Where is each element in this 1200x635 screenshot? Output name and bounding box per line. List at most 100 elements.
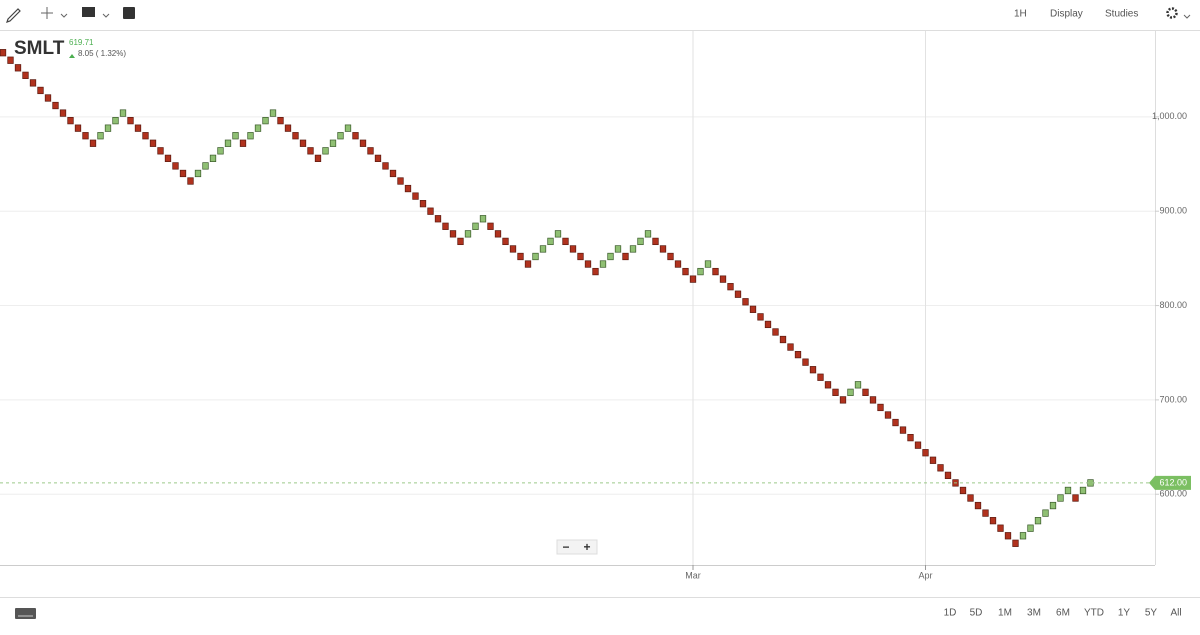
brick <box>52 101 59 110</box>
brick <box>937 464 944 472</box>
brick <box>209 154 217 162</box>
brick <box>307 147 314 155</box>
studies-button[interactable]: Studies <box>1105 9 1138 20</box>
x-tick-label: Apr <box>918 570 932 580</box>
brick <box>104 124 112 132</box>
brick <box>254 124 262 132</box>
zoom-in[interactable]: + <box>583 540 590 554</box>
brick <box>1004 532 1012 540</box>
brick <box>202 162 209 170</box>
brick <box>442 222 449 230</box>
brick <box>457 237 464 246</box>
brick <box>509 245 517 253</box>
brick <box>967 494 974 502</box>
change: 8.05 ( 1.32%) <box>78 49 126 58</box>
brick <box>0 49 7 57</box>
brick <box>157 147 164 155</box>
brick <box>299 139 307 147</box>
brick <box>719 275 727 283</box>
brick <box>232 132 239 140</box>
brick <box>817 373 824 381</box>
brick <box>464 230 472 238</box>
brick <box>539 245 547 253</box>
display-button[interactable]: Display <box>1050 9 1083 20</box>
brick <box>547 237 554 246</box>
brick <box>997 524 1004 532</box>
brick <box>832 388 839 396</box>
up-arrow <box>69 54 75 58</box>
price-tag <box>1149 475 1191 490</box>
brick <box>1057 494 1064 502</box>
range-button[interactable]: 3M <box>1027 608 1041 619</box>
brick <box>389 169 397 178</box>
range-button[interactable]: All <box>1170 608 1181 619</box>
brick <box>352 132 359 140</box>
brick <box>884 411 892 419</box>
brick <box>427 207 434 215</box>
brick <box>194 169 202 178</box>
y-tick-label: 900.00 <box>1159 206 1187 216</box>
range-button[interactable]: 5Y <box>1145 608 1158 619</box>
brick <box>1079 486 1087 495</box>
brick <box>7 56 14 64</box>
brick <box>164 154 172 162</box>
brick <box>517 252 524 261</box>
brick <box>929 456 937 464</box>
brick <box>772 328 779 336</box>
brick <box>734 290 742 298</box>
brick <box>247 132 254 140</box>
brick <box>869 396 877 404</box>
calendar-tool[interactable] <box>123 7 135 19</box>
y-tick-label: 1,000.00 <box>1152 111 1187 121</box>
interval-button[interactable]: 1H <box>1014 9 1027 20</box>
brick <box>284 124 292 132</box>
range-button[interactable]: 5D <box>970 608 983 619</box>
symbol: SMLT <box>14 38 65 59</box>
range-button[interactable]: 1M <box>998 608 1012 619</box>
comment-tool[interactable] <box>82 7 110 18</box>
brick <box>74 124 82 132</box>
brick <box>127 117 134 125</box>
brick <box>899 426 907 434</box>
brick <box>989 517 997 525</box>
brick <box>944 471 952 479</box>
range-button[interactable]: 1Y <box>1118 608 1131 619</box>
brick <box>974 501 982 510</box>
brick <box>629 245 637 253</box>
brick <box>314 154 322 162</box>
brick <box>562 237 569 246</box>
brick <box>239 139 247 147</box>
brick <box>329 139 337 147</box>
brick <box>802 358 809 366</box>
brick <box>322 147 329 155</box>
zoom-out[interactable]: − <box>562 540 569 554</box>
keyboard-icon[interactable] <box>15 608 36 619</box>
settings-button[interactable] <box>1166 7 1191 19</box>
brick <box>224 139 232 147</box>
brick <box>787 343 794 351</box>
range-button[interactable]: 1D <box>944 608 957 619</box>
brick <box>779 335 787 344</box>
brick <box>22 71 29 79</box>
brick <box>29 79 37 87</box>
brick <box>487 222 494 230</box>
brick <box>704 260 712 268</box>
range-button[interactable]: YTD <box>1084 608 1104 619</box>
brick <box>1012 539 1019 547</box>
brick <box>764 320 772 329</box>
brick <box>794 350 802 359</box>
brick <box>277 117 284 125</box>
brick <box>667 252 674 261</box>
brick <box>914 441 922 449</box>
range-button[interactable]: 6M <box>1056 608 1070 619</box>
brick <box>1064 486 1072 495</box>
crosshair-tool[interactable] <box>41 7 68 19</box>
brick <box>809 366 817 374</box>
draw-tool[interactable] <box>6 8 21 23</box>
brick <box>344 124 352 132</box>
brick <box>112 117 119 125</box>
brick <box>97 132 104 140</box>
brick <box>659 245 667 253</box>
